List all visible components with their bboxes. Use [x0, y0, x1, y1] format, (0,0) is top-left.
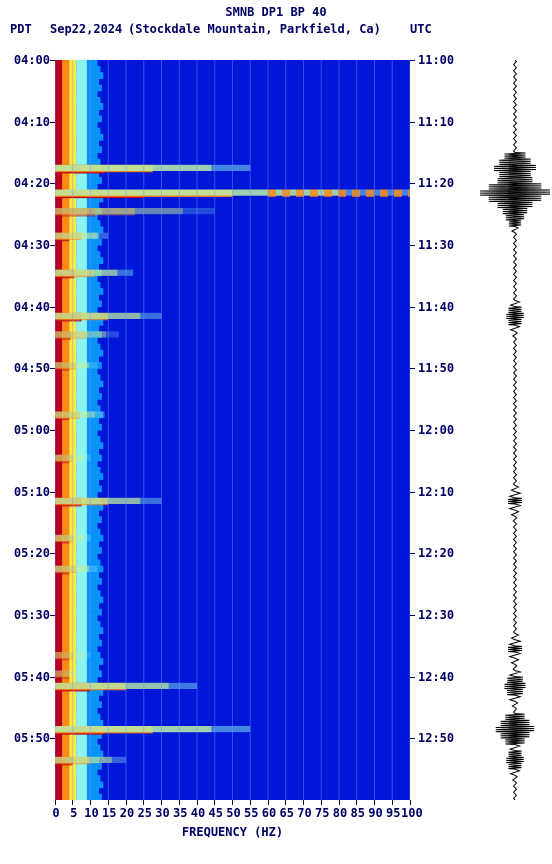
y-tick-left: 05:20: [0, 546, 50, 560]
right-timezone: UTC: [410, 22, 432, 36]
left-timezone: PDT: [10, 22, 32, 36]
y-tick-left: 05:00: [0, 423, 50, 437]
x-tick: 100: [401, 806, 421, 820]
y-tick-left: 05:50: [0, 731, 50, 745]
y-tick-left: 05:30: [0, 608, 50, 622]
y-tick-left: 04:10: [0, 115, 50, 129]
y-tick-left: 04:20: [0, 176, 50, 190]
y-tick-left: 04:50: [0, 361, 50, 375]
y-tick-right: 12:10: [418, 485, 454, 499]
y-tick-right: 11:50: [418, 361, 454, 375]
y-tick-right: 12:30: [418, 608, 454, 622]
station-line: SMNB DP1 BP 40: [0, 5, 552, 19]
y-tick-left: 04:30: [0, 238, 50, 252]
y-tick-right: 12:50: [418, 731, 454, 745]
y-tick-left: 04:40: [0, 300, 50, 314]
y-tick-right: 11:10: [418, 115, 454, 129]
y-tick-left: 05:40: [0, 670, 50, 684]
y-tick-right: 12:40: [418, 670, 454, 684]
seismogram-trace: [480, 60, 550, 800]
y-tick-right: 11:00: [418, 53, 454, 67]
y-tick-right: 11:20: [418, 176, 454, 190]
y-tick-right: 12:20: [418, 546, 454, 560]
x-axis-label: FREQUENCY (HZ): [55, 825, 410, 839]
date-label: Sep22,2024: [50, 22, 122, 36]
y-tick-right: 12:00: [418, 423, 454, 437]
location-label: (Stockdale Mountain, Parkfield, Ca): [128, 22, 381, 36]
y-tick-right: 11:40: [418, 300, 454, 314]
y-tick-left: 04:00: [0, 53, 50, 67]
y-tick-left: 05:10: [0, 485, 50, 499]
spectrogram: [55, 60, 410, 800]
y-tick-right: 11:30: [418, 238, 454, 252]
